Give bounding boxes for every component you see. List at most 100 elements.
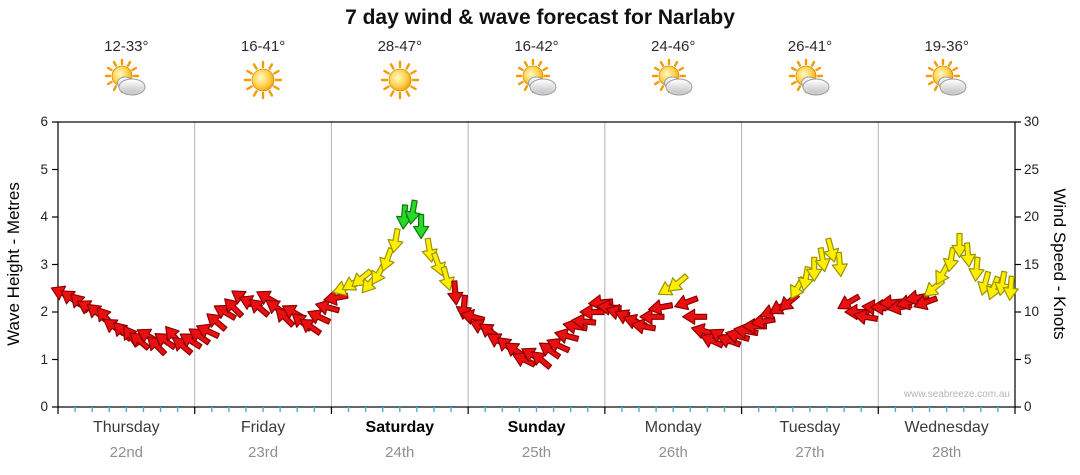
wind-arrow	[315, 299, 341, 316]
wind-arrow	[224, 298, 245, 319]
wind-arrow	[546, 337, 571, 354]
x-axis-day-date: 26th	[658, 444, 688, 461]
x-axis-day-name: Thursday	[92, 419, 160, 436]
wind-arrow	[674, 294, 699, 311]
right-axis-tick-label: 5	[1024, 351, 1032, 367]
wind-arrow	[837, 293, 861, 310]
wind-arrow	[538, 342, 562, 360]
wind-arrow	[716, 332, 742, 349]
wind-arrow	[1002, 275, 1019, 301]
x-axis-day-name: Saturday	[365, 419, 435, 436]
wind-arrow	[413, 213, 430, 240]
wind-arrow	[806, 256, 823, 282]
x-axis-day-date: 22nd	[109, 444, 144, 461]
wind-arrow	[147, 336, 168, 357]
wind-arrow	[404, 199, 421, 225]
temperature-range: 19-36°	[924, 38, 969, 55]
temperature-range: 26-41°	[787, 38, 833, 55]
wind-arrow	[299, 318, 322, 336]
wind-arrow	[913, 294, 939, 311]
x-axis-day-name: Friday	[240, 419, 286, 436]
wind-arrow	[188, 328, 211, 346]
wind-arrow	[977, 270, 993, 296]
wind-arrow	[531, 351, 553, 370]
left-axis-tick-label: 2	[40, 304, 48, 319]
left-axis-tick-label: 4	[40, 209, 48, 224]
sun-icon	[243, 60, 283, 100]
right-axis-tick-label: 15	[1024, 256, 1040, 272]
wind-arrow	[681, 308, 708, 325]
sun-cloud-icon	[105, 58, 146, 96]
wind-arrow	[249, 298, 271, 318]
left-axis-tick-label: 0	[40, 399, 48, 414]
x-axis-day-name: Monday	[644, 419, 702, 436]
day-column-sunday: 16-42°	[492, 38, 582, 109]
sun-cloud-icon	[515, 58, 556, 96]
wind-arrow	[968, 256, 985, 282]
sun-icon	[380, 60, 419, 100]
temperature-range: 12-33°	[104, 38, 149, 55]
day-column-saturday: 28-47°	[355, 38, 445, 109]
wind-arrow	[438, 265, 455, 291]
wind-arrow	[814, 246, 831, 273]
x-axis-day-date: 25th	[521, 444, 552, 461]
wind-arrow	[831, 251, 848, 278]
temperature-range: 24-46°	[651, 38, 696, 55]
left-axis-tick-label: 3	[40, 256, 48, 272]
day-column-wednesday: 19-36°	[902, 38, 992, 109]
right-axis-tick-label: 25	[1024, 161, 1040, 177]
wind-arrow	[129, 332, 151, 351]
wind-arrow	[994, 270, 1011, 296]
wind-arrow	[213, 304, 237, 321]
wind-arrow	[630, 318, 657, 335]
left-axis-tick-label: 5	[40, 161, 48, 177]
wind-arrow	[733, 323, 759, 339]
x-axis-day-name: Tuesday	[779, 419, 841, 436]
day-column-friday: 16-41°	[218, 38, 308, 109]
sun-cloud-icon	[925, 58, 967, 96]
wind-arrow	[562, 318, 588, 335]
wind-arrow	[823, 237, 840, 263]
wind-arrow	[725, 327, 751, 344]
wind-arrow	[172, 336, 194, 356]
left-axis-tick-label: 1	[40, 351, 48, 367]
right-axis-tick-label: 10	[1024, 304, 1040, 319]
wind-arrow	[797, 265, 814, 292]
x-axis-day-date: 27th	[795, 444, 825, 461]
wind-arrow	[554, 327, 580, 344]
x-axis-day-date: 24th	[385, 444, 415, 461]
wind-arrow	[379, 247, 395, 272]
right-axis-tick-label: 20	[1024, 209, 1040, 224]
wind-arrow	[196, 323, 221, 339]
right-axis-tick-label: 0	[1024, 399, 1032, 414]
wind-arrow	[512, 352, 537, 368]
left-axis-tick-label: 6	[40, 114, 48, 129]
wind-arrow	[959, 242, 977, 268]
wind-arrow	[206, 313, 228, 332]
right-axis-tick-label: 30	[1024, 114, 1040, 129]
watermark: www.seabreeze.com.au	[903, 389, 1010, 400]
x-axis-day-date: 23rd	[248, 444, 279, 461]
wind-arrow	[447, 280, 464, 306]
wind-arrow	[667, 273, 689, 292]
x-axis-day-date: 28th	[932, 444, 962, 461]
sun-cloud-icon	[652, 58, 693, 96]
wind-arrow	[570, 313, 597, 330]
wind-arrow	[387, 227, 404, 254]
wind-arrow	[951, 232, 968, 259]
temperature-range: 16-42°	[514, 38, 559, 55]
temperature-range: 16-41°	[240, 38, 286, 55]
day-column-thursday: 12-33°	[81, 38, 171, 109]
day-column-tuesday: 26-41°	[765, 38, 855, 109]
chart-title: 7 day wind & wave forecast for Narlaby	[345, 6, 735, 29]
wind-arrow	[853, 308, 879, 325]
wind-arrow	[307, 309, 332, 325]
x-axis-day-name: Wednesday	[904, 419, 989, 436]
day-column-monday: 24-46°	[628, 38, 718, 109]
x-axis-day-name: Sunday	[507, 419, 566, 436]
wind-arrow	[455, 294, 472, 320]
wind-arrow	[275, 307, 296, 328]
wind-arrow	[942, 246, 959, 273]
